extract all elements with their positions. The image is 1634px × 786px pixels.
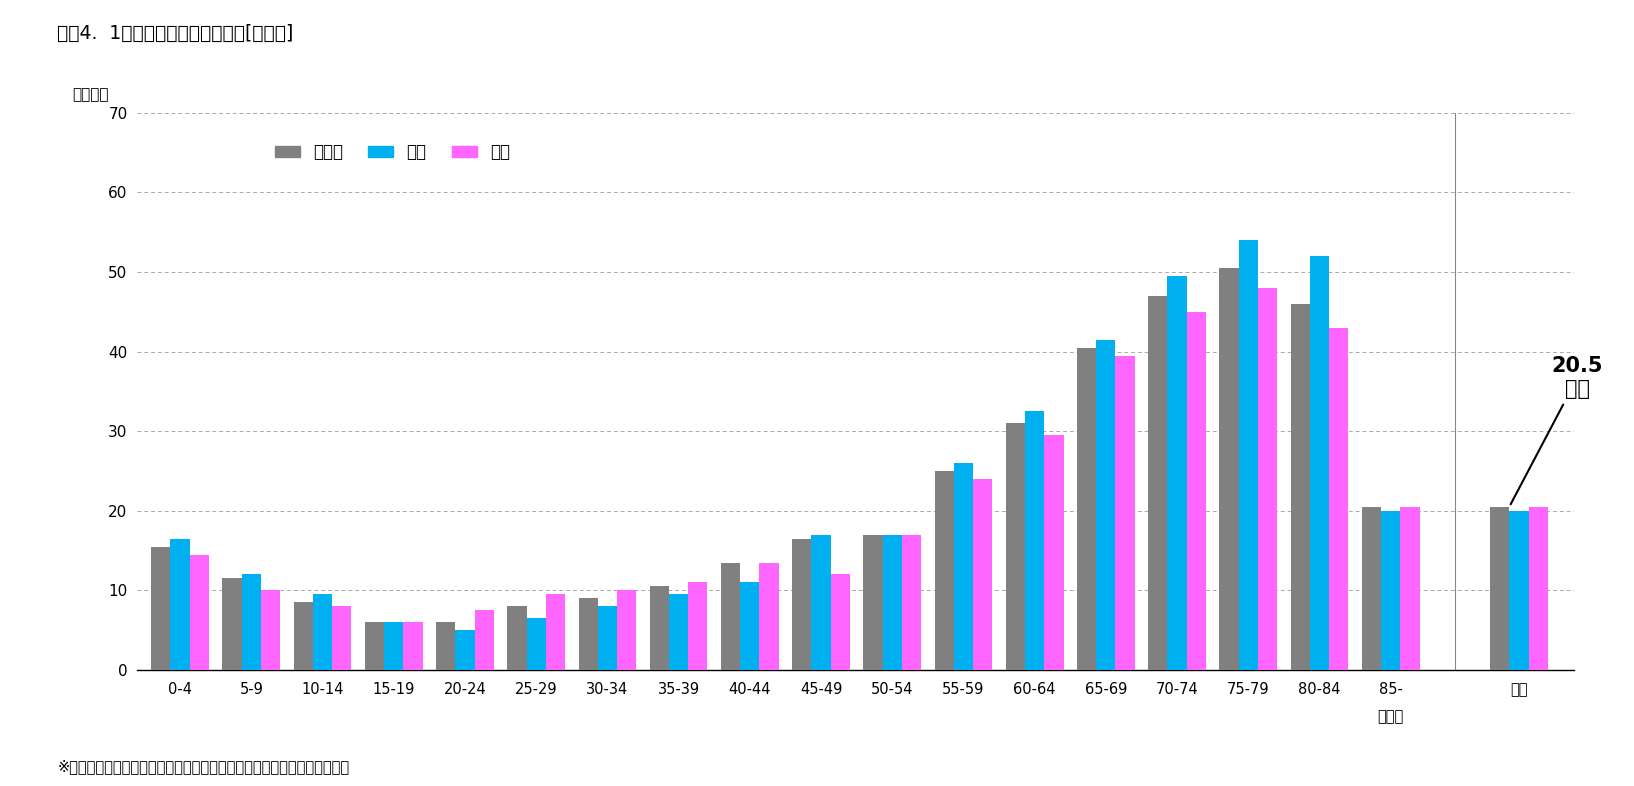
Bar — [1361, 507, 1381, 670]
Bar — [1167, 276, 1186, 670]
Bar — [436, 623, 456, 670]
Bar — [312, 594, 332, 670]
Bar — [1490, 507, 1510, 670]
Bar — [152, 546, 170, 670]
Bar — [882, 534, 902, 670]
Bar — [792, 538, 812, 670]
Text: （歳）: （歳） — [1377, 709, 1404, 724]
Bar — [474, 610, 493, 670]
Bar — [618, 590, 636, 670]
Bar — [935, 471, 954, 670]
Bar — [598, 606, 618, 670]
Bar — [1044, 435, 1064, 670]
Bar — [974, 479, 992, 670]
Bar — [1310, 256, 1328, 670]
Text: 20.5
万円: 20.5 万円 — [1510, 356, 1603, 505]
Bar — [902, 534, 922, 670]
Bar — [1186, 312, 1206, 670]
Text: ※「国民医療費の概况（平成２７年度）」（厚生労働省）より、筆者作成: ※「国民医療費の概况（平成２７年度）」（厚生労働省）より、筆者作成 — [57, 759, 350, 774]
Bar — [242, 575, 261, 670]
Bar — [404, 623, 423, 670]
Bar — [1116, 355, 1134, 670]
Bar — [384, 623, 404, 670]
Text: （万円）: （万円） — [72, 86, 109, 101]
Text: 図表4.  1人当たり入院外医療費　[１年間]: 図表4. 1人当たり入院外医療費 [１年間] — [57, 24, 294, 42]
Bar — [1400, 507, 1420, 670]
Bar — [170, 538, 190, 670]
Bar — [332, 606, 351, 670]
Bar — [1328, 328, 1348, 670]
Bar — [1381, 511, 1400, 670]
Bar — [261, 590, 279, 670]
Bar — [830, 575, 850, 670]
Bar — [1239, 241, 1258, 670]
Bar — [294, 602, 312, 670]
Bar — [668, 594, 688, 670]
Bar — [1219, 268, 1239, 670]
Legend: 男女計, 男性, 女性: 男女計, 男性, 女性 — [275, 144, 510, 161]
Bar — [1258, 288, 1278, 670]
Bar — [688, 582, 708, 670]
Bar — [812, 534, 830, 670]
Bar — [190, 555, 209, 670]
Bar — [546, 594, 565, 670]
Bar — [1510, 511, 1528, 670]
Bar — [863, 534, 882, 670]
Bar — [456, 630, 474, 670]
Bar — [740, 582, 760, 670]
Bar — [1149, 296, 1167, 670]
Bar — [1096, 340, 1116, 670]
Bar — [1528, 507, 1547, 670]
Bar — [526, 619, 546, 670]
Bar — [760, 563, 779, 670]
Bar — [650, 586, 668, 670]
Bar — [1025, 411, 1044, 670]
Bar — [578, 598, 598, 670]
Bar — [954, 463, 974, 670]
Bar — [1077, 347, 1096, 670]
Bar — [721, 563, 740, 670]
Bar — [364, 623, 384, 670]
Bar — [507, 606, 526, 670]
Bar — [1291, 304, 1310, 670]
Bar — [222, 578, 242, 670]
Bar — [1007, 423, 1025, 670]
